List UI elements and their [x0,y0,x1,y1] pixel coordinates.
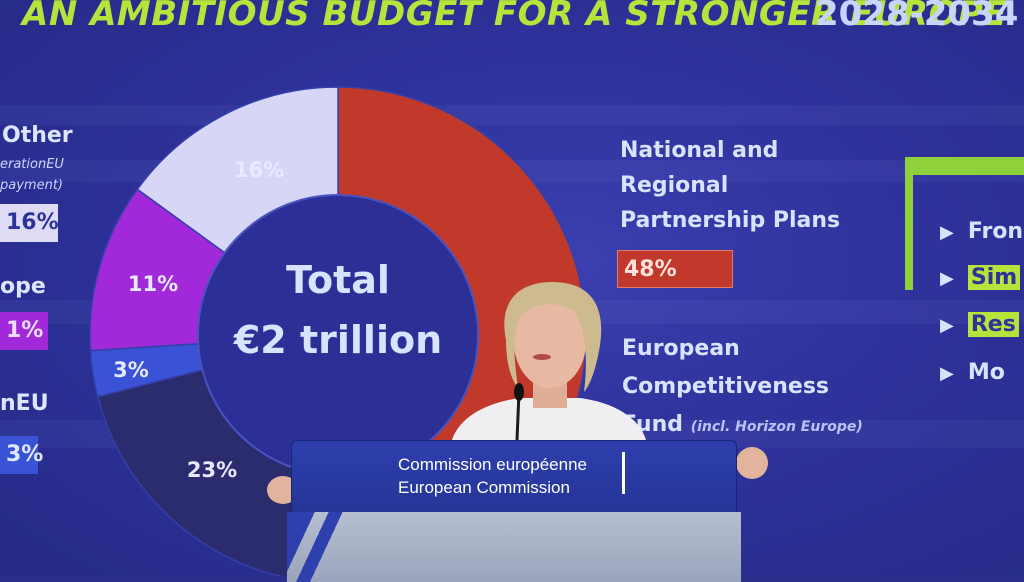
right-item: ▶ Sim [940,265,1021,290]
legend-eu-pct: 3% [0,436,43,474]
npp-line: Regional [620,173,729,198]
npp-heading: National and Regional Partnership Plans [620,133,840,238]
speaker-hair [504,282,602,392]
legend-europe-pct: 1% [0,312,48,350]
play-arrow-icon: ▶ [940,222,954,243]
slice-label-11: 11% [127,272,179,296]
speaker-face [514,296,586,388]
ecf-line: Competitiveness [622,374,830,399]
npp-pct: 48% [617,250,733,288]
legend-other-sub1: erationEU [0,157,64,172]
total-value: €2 trillion [233,318,443,362]
play-arrow-icon: ▶ [940,363,954,384]
slice-label-16: 16% [233,158,285,182]
podium-line-en: European Commission [398,478,570,497]
play-arrow-icon: ▶ [940,268,954,289]
speaker-right-hand [736,447,768,479]
slide-years: 2028-2034 [815,0,1019,34]
legend-other-label: Other [2,123,73,148]
right-item: ▶ Mo [940,360,1005,385]
legend-europe-label: ope [0,274,46,299]
podium [291,440,737,518]
podium-line-fr: Commission européenne [398,455,587,474]
podium-divider [622,452,625,494]
right-item: ▶ Res [940,312,1019,337]
slice-label-23: 23% [186,458,238,482]
slice-label-3: 3% [113,358,149,382]
npp-line: Partnership Plans [620,208,841,233]
play-arrow-icon: ▶ [940,315,954,336]
npp-line: National and [620,138,779,163]
right-item: ▶ Fron [940,219,1024,244]
slide-title: AN AMBITIOUS BUDGET FOR A STRONGER EUROP… [22,0,1008,34]
legend-eu-label: nEU [0,391,49,416]
ecf-incl: (incl. Horizon Europe) [690,419,863,435]
ecf-line: European [622,336,740,361]
legend-other-pct: 16% [0,204,59,242]
microphone-icon [514,383,524,401]
legend-other-sub2: payment) [0,178,63,193]
speaker-jacket [452,398,646,440]
total-label: Total [286,258,390,302]
podium-stripe [287,512,347,582]
speaker-mouth [533,354,551,360]
ecf-heading: European Competitiveness Fund (incl. Hor… [622,330,863,446]
podium-base [287,512,741,582]
right-highlight-box [905,157,1024,290]
